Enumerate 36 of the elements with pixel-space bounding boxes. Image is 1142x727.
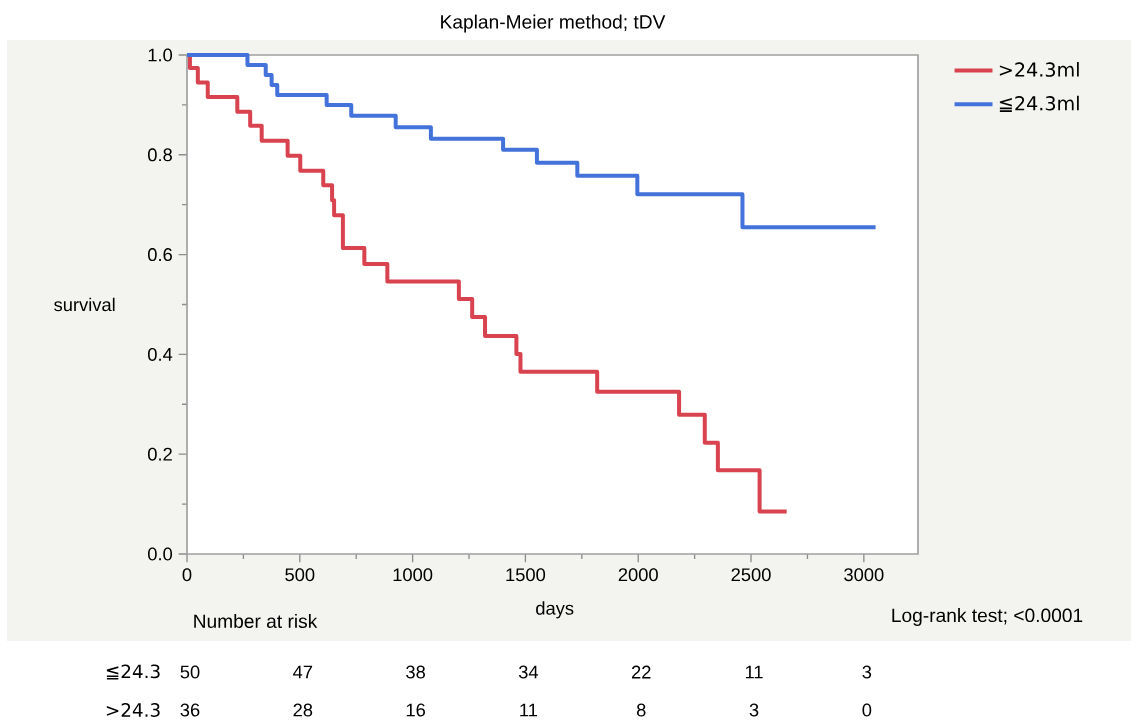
text: 11 <box>745 665 763 679</box>
x-axis-title: days <box>536 601 574 619</box>
text: 3 <box>862 665 872 679</box>
text: 34 <box>518 665 539 679</box>
y-tick-label: 0.4 <box>148 347 173 361</box>
text: 0 <box>862 703 872 717</box>
text: 50 <box>180 665 200 679</box>
y-tick-label: 0.6 <box>148 248 172 262</box>
x-tick-label: 2500 <box>731 568 771 582</box>
x-tick-label: 1000 <box>393 568 433 582</box>
text: 22 <box>631 665 651 679</box>
y-axis-title: survival <box>54 297 115 312</box>
text: 28 <box>293 703 313 717</box>
text: 47 <box>293 665 313 679</box>
legend-label: >24.3ml <box>999 62 1079 77</box>
text: Number at risk <box>194 613 318 629</box>
chart-title: Kaplan-Meier method; tDV <box>441 14 666 33</box>
text: 38 <box>406 665 425 679</box>
x-tick-label: 1500 <box>506 568 546 582</box>
x-tick-label: 2000 <box>618 568 658 582</box>
text: 16 <box>406 703 425 717</box>
text: Log-rank test; <0.0001 <box>892 608 1083 626</box>
text: 8 <box>636 703 646 717</box>
text: 36 <box>180 703 200 717</box>
text: 11 <box>520 703 538 717</box>
x-tick-label: 3000 <box>844 568 884 582</box>
y-tick-label: 0.0 <box>148 547 173 561</box>
text: ≦24.3 <box>106 664 160 680</box>
y-tick-label: 0.8 <box>148 148 172 162</box>
x-tick-label: 0 <box>182 568 192 582</box>
x-tick-label: 500 <box>285 568 315 582</box>
text: >24.3 <box>106 703 160 717</box>
y-tick-label: 1.0 <box>148 48 173 62</box>
text: 3 <box>749 703 759 717</box>
y-tick-label: 0.2 <box>148 447 172 461</box>
legend-label: ≦24.3ml <box>999 95 1079 112</box>
